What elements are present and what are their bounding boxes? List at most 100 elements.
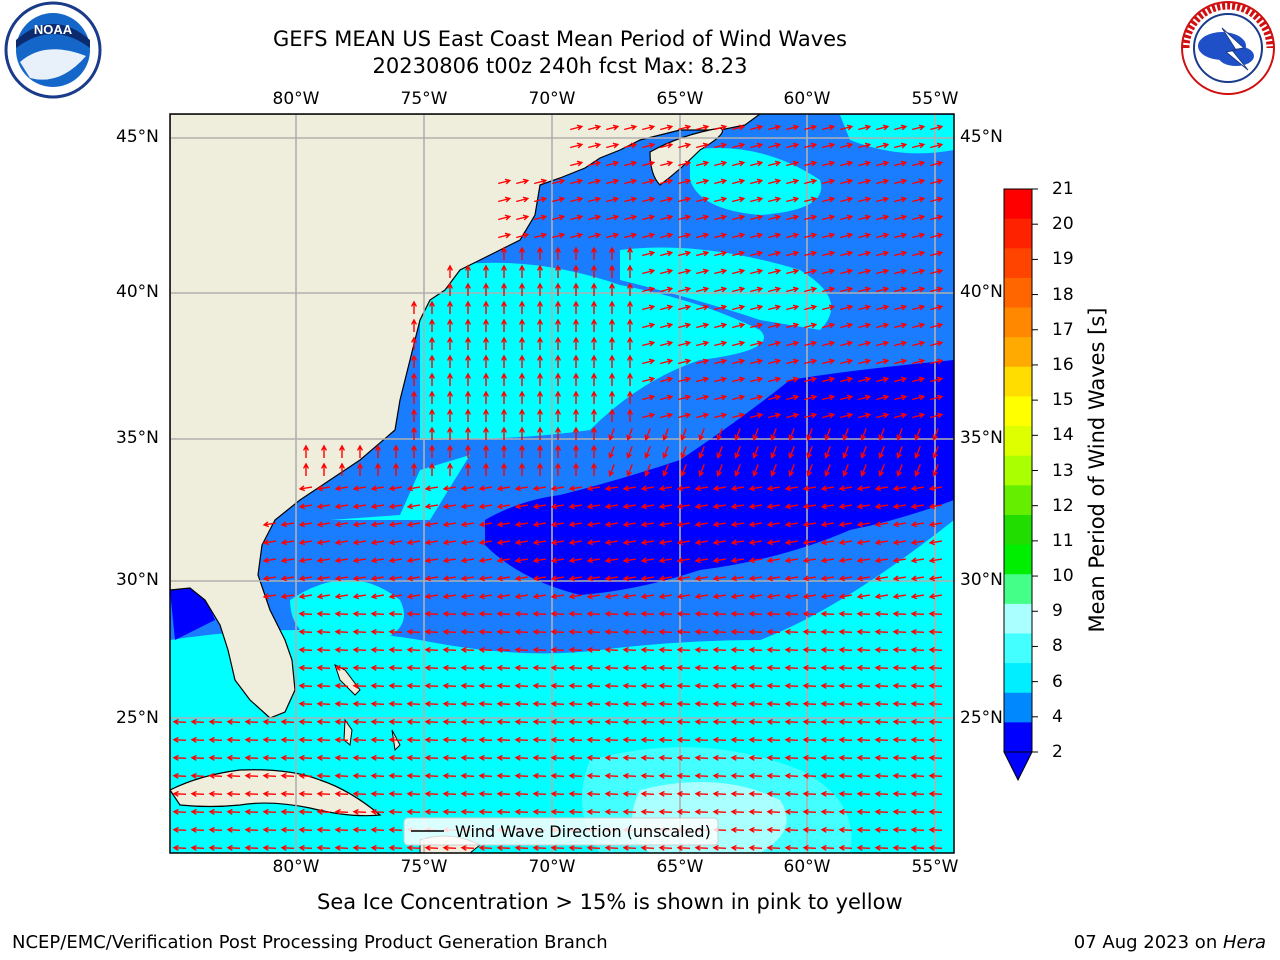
wind-wave-arrow — [768, 340, 782, 347]
wind-wave-arrow — [838, 754, 853, 761]
wind-wave-arrow — [536, 390, 544, 404]
wind-wave-arrow — [446, 336, 454, 350]
wind-wave-arrow — [784, 503, 799, 510]
wind-wave-arrow — [838, 593, 853, 600]
wind-wave-arrow — [172, 736, 187, 743]
wind-wave-arrow — [496, 682, 511, 689]
wind-wave-arrow — [586, 700, 601, 707]
wind-wave-arrow — [482, 300, 490, 314]
wind-wave-arrow — [874, 539, 889, 546]
wind-wave-arrow — [894, 412, 908, 419]
wind-wave-arrow — [820, 736, 835, 743]
wind-wave-arrow — [588, 196, 602, 203]
wind-wave-arrow — [550, 628, 565, 635]
wind-wave-arrow — [478, 557, 493, 564]
wind-wave-arrow — [694, 557, 709, 564]
wind-wave-arrow — [604, 844, 619, 851]
wind-wave-arrow — [464, 462, 472, 476]
wind-wave-arrow — [856, 718, 871, 725]
wind-wave-arrow — [478, 610, 493, 617]
wind-wave-arrow — [642, 286, 656, 293]
wind-wave-arrow — [840, 232, 854, 239]
wind-wave-arrow — [750, 232, 764, 239]
wind-wave-arrow — [874, 646, 889, 653]
wind-wave-arrow — [370, 700, 385, 707]
colorbar-tick-label: 10 — [1052, 566, 1074, 587]
wind-wave-arrow — [588, 178, 602, 185]
wind-wave-arrow — [802, 844, 817, 851]
wind-wave-arrow — [820, 610, 835, 617]
wind-wave-arrow — [928, 503, 943, 510]
wind-wave-arrow — [570, 214, 584, 221]
wind-wave-arrow — [226, 808, 241, 815]
colorbar — [1003, 188, 1038, 782]
wind-wave-arrow — [554, 444, 562, 458]
wind-wave-arrow — [784, 628, 799, 635]
wind-wave-arrow — [804, 160, 818, 167]
wind-wave-arrow — [586, 575, 601, 582]
wind-wave-arrow — [550, 808, 565, 815]
wind-wave-arrow — [496, 808, 511, 815]
wind-wave-arrow — [550, 575, 565, 582]
lat-label-left: 35°N — [116, 428, 159, 448]
wind-wave-arrow — [622, 808, 637, 815]
lat-label-right: 40°N — [960, 282, 1003, 302]
wind-wave-arrow — [804, 394, 818, 401]
wind-wave-arrow — [802, 772, 817, 779]
wind-wave-arrow — [914, 446, 921, 459]
wind-wave-arrow — [748, 700, 763, 707]
wind-wave-arrow — [768, 142, 782, 149]
wind-wave-arrow — [334, 700, 349, 707]
wind-wave-arrow — [804, 124, 818, 131]
wind-wave-arrow — [730, 628, 745, 635]
wind-wave-arrow — [568, 844, 583, 851]
wind-wave-arrow — [678, 394, 692, 401]
wind-wave-arrow — [586, 485, 601, 492]
wind-wave-arrow — [550, 754, 565, 761]
wind-wave-arrow — [858, 286, 872, 293]
wind-wave-arrow — [446, 426, 454, 440]
wind-wave-arrow — [482, 282, 490, 296]
wind-wave-arrow — [930, 196, 944, 203]
wind-wave-arrow — [352, 700, 367, 707]
wind-wave-arrow — [712, 754, 727, 761]
wind-wave-arrow — [802, 539, 817, 546]
wind-wave-arrow — [518, 444, 526, 458]
wind-wave-arrow — [298, 772, 313, 779]
wind-wave-arrow — [820, 718, 835, 725]
wind-wave-arrow — [554, 246, 562, 260]
wind-wave-arrow — [696, 232, 710, 239]
wind-wave-arrow — [784, 808, 799, 815]
wind-wave-arrow — [460, 664, 475, 671]
wind-wave-arrow — [858, 196, 872, 203]
wind-wave-arrow — [658, 575, 673, 582]
wind-wave-arrow — [680, 428, 687, 441]
wind-wave-arrow — [424, 736, 439, 743]
wind-wave-arrow — [856, 503, 871, 510]
wind-wave-arrow — [370, 646, 385, 653]
wind-wave-arrow — [316, 844, 331, 851]
wind-wave-arrow — [874, 593, 889, 600]
colorbar-extend-arrow — [1003, 751, 1033, 782]
wind-wave-arrow — [500, 408, 508, 422]
wind-wave-arrow — [604, 754, 619, 761]
wind-wave-arrow — [316, 808, 331, 815]
wind-wave-arrow — [406, 664, 421, 671]
wind-wave-arrow — [190, 844, 205, 851]
wind-wave-arrow — [930, 394, 944, 401]
wind-wave-arrow — [802, 790, 817, 797]
wind-wave-arrow — [748, 610, 763, 617]
wind-wave-arrow — [840, 358, 854, 365]
wind-wave-arrow — [910, 664, 925, 671]
wind-wave-arrow — [768, 124, 782, 131]
wind-wave-arrow — [590, 390, 598, 404]
wind-wave-arrow — [554, 462, 562, 476]
wind-wave-arrow — [410, 408, 418, 422]
wind-wave-arrow — [640, 682, 655, 689]
wind-wave-arrow — [694, 575, 709, 582]
wind-wave-arrow — [658, 503, 673, 510]
lat-label-right: 30°N — [960, 570, 1003, 590]
wind-wave-arrow — [784, 754, 799, 761]
wind-wave-arrow — [874, 808, 889, 815]
wind-wave-arrow — [660, 376, 674, 383]
